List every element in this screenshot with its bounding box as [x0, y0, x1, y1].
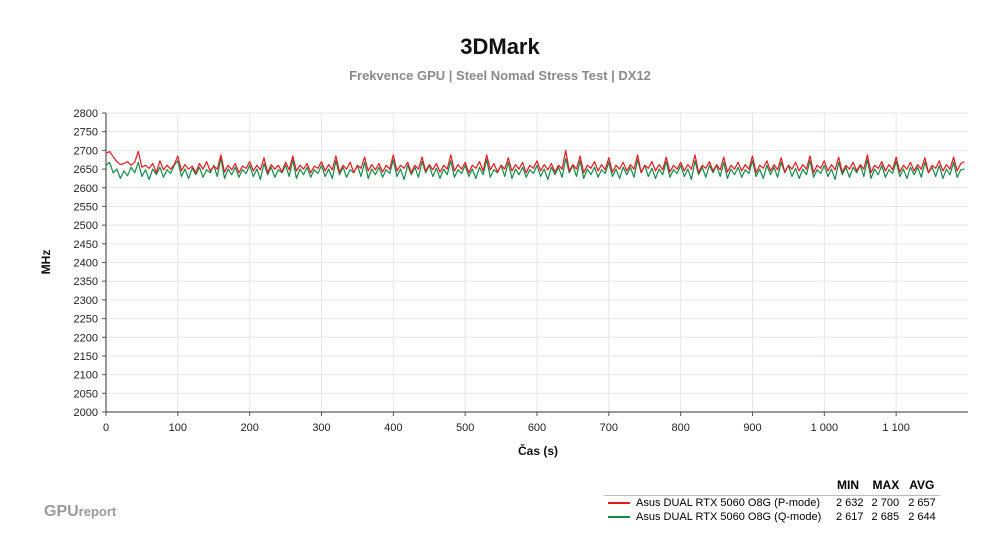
legend-header-avg: AVG — [909, 478, 935, 492]
x-axis-ticks: 0 100 200 300 400 500 600 700 800 900 1 000 1 100 — [103, 412, 910, 434]
logo-main-text: GPU — [44, 503, 79, 520]
logo-suffix-text: report — [78, 504, 117, 519]
chart-title: 3DMark — [460, 34, 540, 59]
legend-min-value: 2 632 — [832, 495, 868, 510]
x-axis-label: Čas (s) — [518, 443, 558, 458]
series-line-p-mode — [105, 149, 965, 174]
gpureport-logo: GPUreport — [44, 503, 116, 521]
x-tick-label: 0 — [103, 422, 109, 434]
legend-avg-value: 2 657 — [904, 495, 940, 510]
y-tick-label: 2350 — [74, 276, 98, 288]
y-axis-ticks: 2000 2050 2100 2150 2200 2250 2300 2350 2400 2450… — [74, 108, 106, 419]
legend-series-name: Asus DUAL RTX 5060 O8G (Q-mode) — [636, 511, 822, 523]
x-tick-label: 1 100 — [882, 422, 910, 434]
legend: MIN MAX AVG Asus DUAL RTX 5060 O8G (P-mo… — [604, 478, 940, 524]
x-tick-label: 100 — [169, 422, 187, 434]
x-tick-label: 700 — [600, 422, 618, 434]
x-tick-label: 1 000 — [811, 422, 839, 434]
y-tick-label: 2100 — [74, 370, 98, 382]
y-tick-label: 2400 — [74, 258, 98, 270]
legend-series-label: Asus DUAL RTX 5060 O8G (Q-mode) — [604, 510, 832, 524]
y-tick-label: 2050 — [74, 388, 98, 400]
y-tick-label: 2450 — [74, 239, 98, 251]
series-lines — [105, 149, 965, 181]
legend-max-value: 2 685 — [871, 511, 900, 523]
legend-row-p-mode: Asus DUAL RTX 5060 O8G (P-mode) 2 632 2 … — [604, 495, 940, 510]
legend-min-value: 2 617 — [836, 511, 864, 523]
x-tick-label: 500 — [456, 422, 474, 434]
legend-swatch-q-mode — [608, 516, 630, 519]
legend-header-max: MAX — [872, 478, 900, 492]
y-tick-label: 2200 — [74, 332, 98, 344]
y-tick-label: 2650 — [74, 164, 98, 176]
y-tick-label: 2250 — [74, 314, 98, 326]
y-tick-label: 2750 — [74, 127, 98, 139]
y-axis-label: MHz — [39, 250, 53, 275]
y-tick-label: 2550 — [74, 201, 98, 213]
x-tick-label: 600 — [528, 422, 546, 434]
legend-series-name: Asus DUAL RTX 5060 O8G (P-mode) — [636, 497, 821, 509]
y-tick-label: 2150 — [74, 351, 98, 363]
y-tick-label: 2800 — [74, 108, 98, 120]
legend-header-row: MIN MAX AVG — [604, 478, 940, 496]
legend-header-spacer — [604, 478, 832, 496]
legend-table: MIN MAX AVG Asus DUAL RTX 5060 O8G (P-mo… — [604, 478, 940, 524]
y-tick-label: 2500 — [74, 220, 98, 232]
x-tick-label: 800 — [671, 422, 689, 434]
y-tick-label: 2600 — [74, 183, 98, 195]
legend-header-min: MIN — [837, 478, 859, 492]
series-line-q-mode — [105, 157, 965, 181]
y-tick-label: 2000 — [74, 407, 98, 419]
x-tick-label: 400 — [384, 422, 402, 434]
y-tick-label: 2700 — [74, 145, 98, 157]
legend-max-value: 2 700 — [867, 495, 905, 510]
x-tick-label: 200 — [240, 422, 258, 434]
x-tick-label: 300 — [312, 422, 330, 434]
y-tick-label: 2300 — [74, 295, 98, 307]
legend-series-label: Asus DUAL RTX 5060 O8G (P-mode) — [604, 495, 832, 510]
legend-row-q-mode: Asus DUAL RTX 5060 O8G (Q-mode) 2 617 2 … — [604, 510, 940, 524]
x-tick-label: 900 — [743, 422, 761, 434]
legend-avg-value: 2 644 — [908, 511, 936, 523]
legend-swatch-p-mode — [608, 502, 630, 505]
chart-subtitle: Frekvence GPU | Steel Nomad Stress Test … — [349, 68, 651, 83]
